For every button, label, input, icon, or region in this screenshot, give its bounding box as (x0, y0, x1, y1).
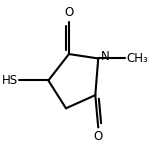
Text: HS: HS (1, 74, 17, 87)
Text: O: O (94, 130, 103, 143)
Text: N: N (100, 50, 109, 63)
Text: CH₃: CH₃ (127, 52, 149, 65)
Text: O: O (64, 6, 74, 19)
